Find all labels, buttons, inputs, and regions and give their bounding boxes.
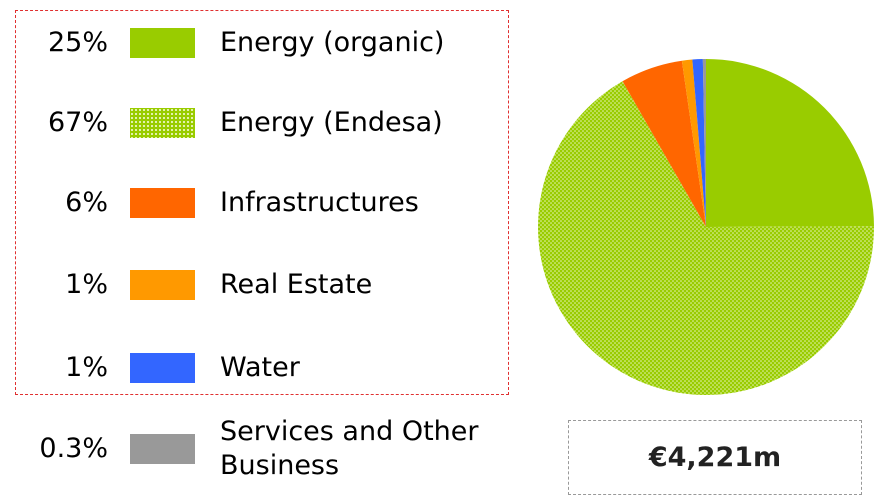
- pie-slice: [538, 81, 875, 395]
- legend-value: 1%: [65, 269, 108, 300]
- legend-label: Services and Other Business: [220, 416, 479, 481]
- legend-box: [15, 10, 509, 395]
- pie-chart: [538, 59, 875, 395]
- legend-swatch: [130, 434, 195, 464]
- legend-label: Infrastructures: [220, 187, 419, 218]
- legend-value: 1%: [65, 352, 108, 383]
- legend-label: Energy (Endesa): [220, 107, 443, 138]
- legend-value: 6%: [65, 187, 108, 218]
- pie-slice: [692, 59, 706, 228]
- total-label: €4,221m: [568, 420, 862, 495]
- pie-slice: [681, 59, 706, 228]
- legend-label: Water: [220, 352, 300, 383]
- legend-swatch: [130, 270, 195, 300]
- legend-value: 67%: [47, 107, 108, 138]
- legend-value: 0.3%: [39, 433, 108, 464]
- legend-swatch: [130, 353, 195, 383]
- legend-value: 25%: [47, 27, 108, 58]
- legend-label: Energy (organic): [220, 27, 445, 58]
- legend-label: Real Estate: [220, 269, 373, 300]
- legend-swatch: [130, 108, 195, 138]
- pie-slice: [706, 59, 874, 227]
- legend-swatch: [130, 28, 195, 58]
- pie-slice: [622, 60, 706, 227]
- legend-swatch: [130, 188, 195, 218]
- pie-slice: [702, 59, 706, 227]
- slices: [538, 59, 875, 395]
